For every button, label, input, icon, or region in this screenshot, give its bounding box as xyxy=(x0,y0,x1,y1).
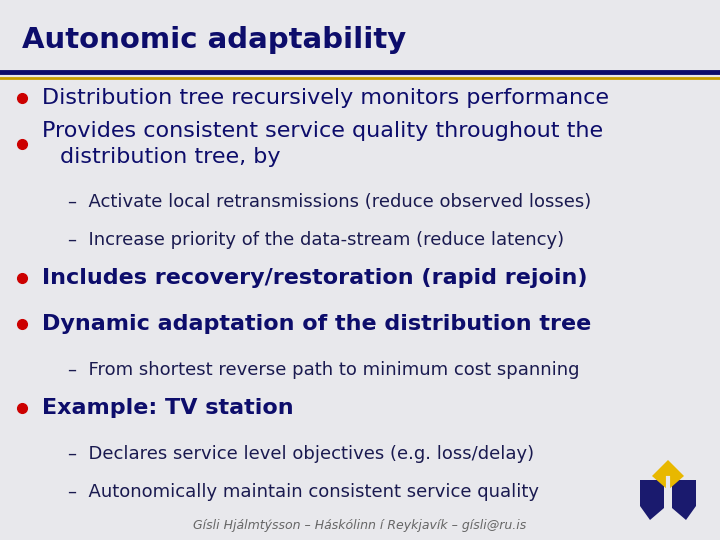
Text: Distribution tree recursively monitors performance: Distribution tree recursively monitors p… xyxy=(42,88,609,108)
Polygon shape xyxy=(640,480,664,520)
Polygon shape xyxy=(652,460,684,490)
Text: –  From shortest reverse path to minimum cost spanning: – From shortest reverse path to minimum … xyxy=(68,361,580,379)
Text: Gísli Hjálmtýsson – Háskólinn í Reykjavík – gísli@ru.is: Gísli Hjálmtýsson – Háskólinn í Reykjaví… xyxy=(194,519,526,532)
Text: Includes recovery/restoration (rapid rejoin): Includes recovery/restoration (rapid rej… xyxy=(42,268,588,288)
Text: Provides consistent service quality throughout the: Provides consistent service quality thro… xyxy=(42,121,603,141)
Text: –  Activate local retransmissions (reduce observed losses): – Activate local retransmissions (reduce… xyxy=(68,193,591,211)
Text: Autonomic adaptability: Autonomic adaptability xyxy=(22,26,406,54)
Text: Example: TV station: Example: TV station xyxy=(42,398,294,418)
Text: distribution tree, by: distribution tree, by xyxy=(60,147,281,167)
Text: Dynamic adaptation of the distribution tree: Dynamic adaptation of the distribution t… xyxy=(42,314,591,334)
Text: –  Declares service level objectives (e.g. loss/delay): – Declares service level objectives (e.g… xyxy=(68,445,534,463)
Text: –  Autonomically maintain consistent service quality: – Autonomically maintain consistent serv… xyxy=(68,483,539,501)
Text: –  Increase priority of the data-stream (reduce latency): – Increase priority of the data-stream (… xyxy=(68,231,564,249)
Polygon shape xyxy=(672,480,696,520)
